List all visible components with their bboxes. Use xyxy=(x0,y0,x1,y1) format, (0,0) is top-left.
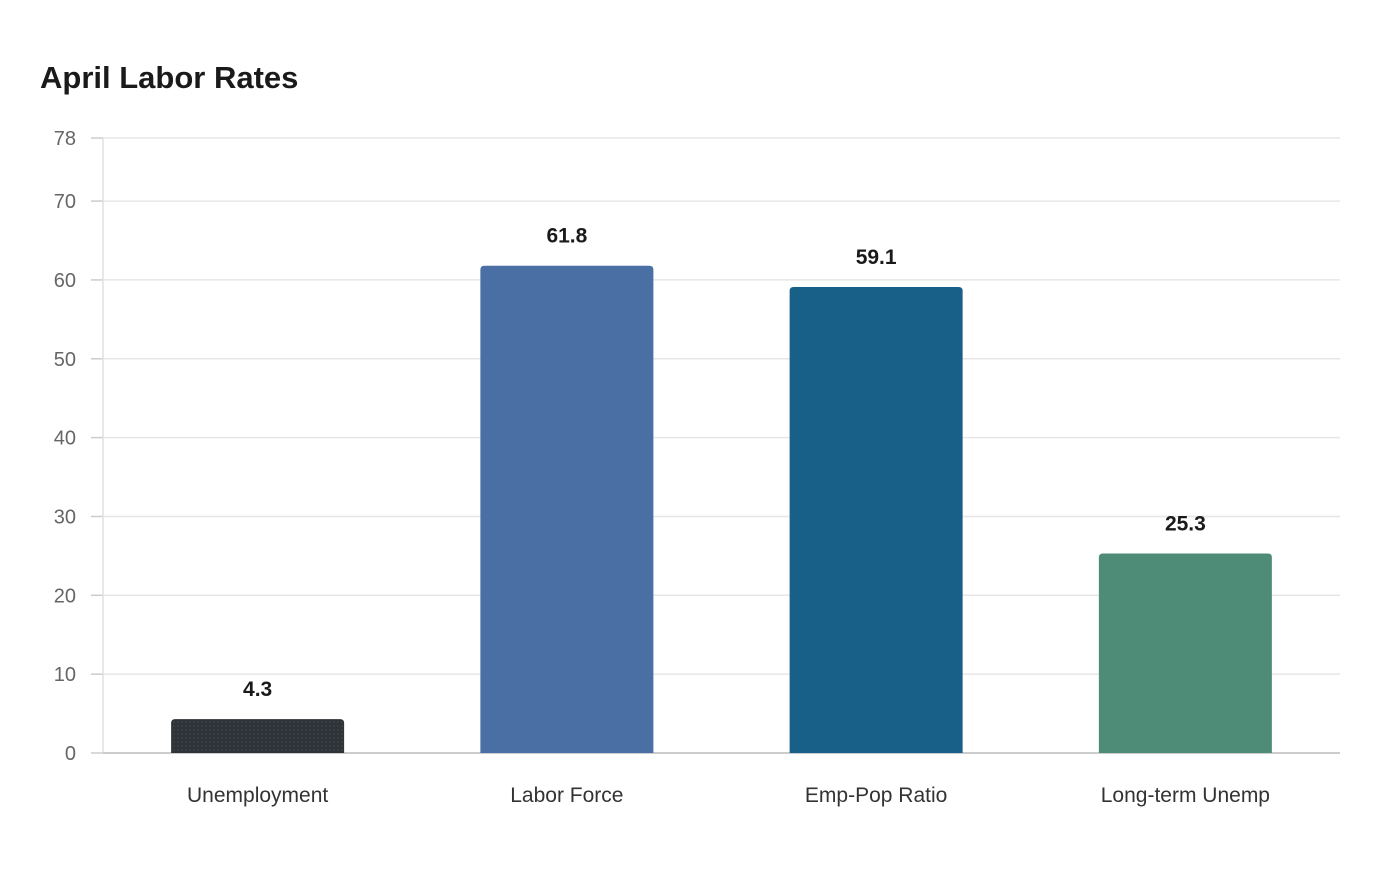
bar-long-term-unemp xyxy=(1098,553,1272,753)
chart-title: April Labor Rates xyxy=(40,60,299,95)
y-tick-label: 50 xyxy=(54,349,76,371)
y-tick-label: 78 xyxy=(54,128,76,150)
y-tick-label: 40 xyxy=(54,428,76,450)
y-tick-label: 20 xyxy=(54,585,76,607)
data-label: 59.1 xyxy=(856,246,897,269)
data-label: 4.3 xyxy=(243,678,272,701)
x-tick-label: Unemployment xyxy=(187,784,328,807)
bars xyxy=(171,265,1272,753)
y-tick-label: 30 xyxy=(54,506,76,528)
y-tick-label: 60 xyxy=(54,270,76,292)
y-tick-label: 70 xyxy=(54,191,76,213)
bar-labor-force xyxy=(480,265,654,753)
y-tick-label: 10 xyxy=(54,664,76,686)
y-tick-label: 0 xyxy=(65,743,76,765)
x-tick-label: Long-term Unemp xyxy=(1101,784,1270,807)
bar-unemployment xyxy=(171,719,345,753)
data-label: 61.8 xyxy=(546,225,587,248)
labels: 4.3 Unemployment 61.8 Labor Force 59.1 Emp-Po… xyxy=(187,225,1270,807)
x-tick-label: Emp-Pop Ratio xyxy=(805,784,947,807)
x-tick-label: Labor Force xyxy=(510,784,623,807)
gridlines xyxy=(103,137,1340,675)
data-label: 25.3 xyxy=(1165,513,1206,536)
bar-emp-pop-ratio xyxy=(789,287,963,753)
